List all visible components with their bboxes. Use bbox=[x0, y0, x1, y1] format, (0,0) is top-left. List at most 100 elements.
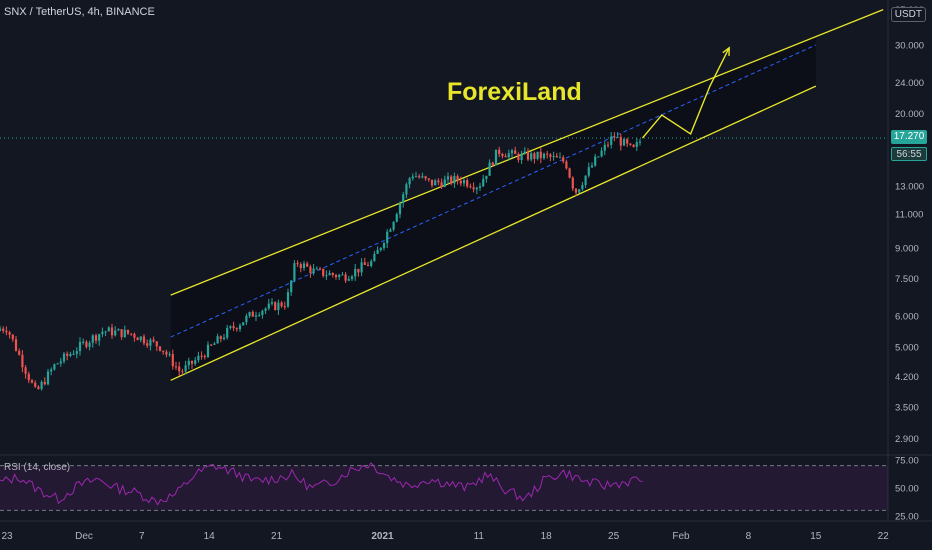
candle-body bbox=[424, 176, 427, 179]
candle-body bbox=[546, 153, 549, 155]
price-axis-label: 4.200 bbox=[895, 372, 919, 383]
candle-body bbox=[114, 330, 117, 336]
candle-body bbox=[549, 154, 552, 157]
candle-body bbox=[629, 143, 632, 145]
candle-body bbox=[571, 177, 574, 189]
time-axis-label: 8 bbox=[746, 531, 752, 542]
candle-body bbox=[344, 274, 347, 281]
candle-body bbox=[123, 329, 126, 338]
candle-body bbox=[504, 156, 507, 158]
candle-body bbox=[411, 176, 414, 179]
price-axis-label: 6.000 bbox=[895, 312, 919, 323]
candle-body bbox=[98, 334, 101, 341]
candle-body bbox=[168, 354, 171, 356]
candle-body bbox=[331, 273, 334, 276]
candle-body bbox=[229, 326, 232, 328]
candle-body bbox=[456, 176, 459, 181]
candle-body bbox=[555, 155, 558, 158]
candle-body bbox=[5, 330, 8, 333]
candle-body bbox=[558, 157, 562, 159]
candle-body bbox=[539, 151, 542, 159]
candle-body bbox=[158, 346, 162, 351]
candle-body bbox=[21, 354, 24, 368]
candle-body bbox=[440, 182, 443, 187]
candle-body bbox=[286, 292, 290, 307]
candle-body bbox=[242, 322, 245, 326]
price-axis-label: 11.000 bbox=[895, 210, 923, 221]
candle-body bbox=[27, 373, 30, 381]
candle-body bbox=[363, 262, 366, 265]
time-axis-label: 11 bbox=[474, 531, 485, 542]
candle-body bbox=[414, 176, 418, 178]
candle-body bbox=[126, 329, 130, 334]
candle-body bbox=[107, 327, 110, 332]
candle-body bbox=[34, 382, 37, 387]
time-axis-label: Feb bbox=[672, 531, 690, 542]
candle-body bbox=[501, 154, 504, 157]
candle-body bbox=[75, 351, 78, 354]
candle-body bbox=[162, 350, 165, 352]
candle-body bbox=[606, 144, 610, 146]
candle-body bbox=[578, 189, 581, 193]
candle-body bbox=[264, 308, 267, 311]
candle-body bbox=[325, 275, 328, 277]
candle-body bbox=[334, 275, 338, 278]
candle-body bbox=[597, 156, 600, 158]
candle-body bbox=[533, 153, 536, 159]
time-axis-label: 15 bbox=[810, 531, 822, 542]
candle-body bbox=[446, 176, 450, 180]
candle-body bbox=[56, 363, 59, 365]
candle-body bbox=[222, 337, 226, 339]
candle-body bbox=[110, 327, 114, 336]
candle-body bbox=[91, 335, 94, 343]
candle-body bbox=[267, 303, 270, 309]
candle-body bbox=[478, 186, 482, 188]
candle-body bbox=[78, 341, 82, 352]
candle-body bbox=[453, 176, 456, 184]
rsi-legend[interactable]: RSI (14, close) bbox=[4, 462, 71, 473]
candle-body bbox=[46, 371, 50, 385]
candle-body bbox=[270, 302, 274, 304]
candle-body bbox=[235, 328, 238, 330]
candle-body bbox=[94, 335, 98, 341]
time-axis-label: Dec bbox=[75, 531, 93, 542]
candle-body bbox=[507, 153, 510, 158]
rsi-axis-label: 50.00 bbox=[895, 484, 919, 495]
candle-body bbox=[584, 175, 587, 185]
candle-body bbox=[245, 315, 248, 323]
candle-body bbox=[165, 351, 168, 355]
candle-body bbox=[24, 367, 27, 374]
time-axis-label: 25 bbox=[608, 531, 620, 542]
time-axis-label: 22 bbox=[878, 531, 890, 542]
rsi-band-fill bbox=[0, 465, 888, 511]
candle-body bbox=[152, 339, 155, 342]
candle-body bbox=[462, 180, 466, 184]
candle-body bbox=[50, 369, 53, 372]
candle-body bbox=[475, 187, 478, 190]
candle-body bbox=[386, 231, 389, 244]
candle-body bbox=[206, 344, 210, 358]
candle-body bbox=[203, 356, 206, 358]
candle-body bbox=[542, 153, 546, 159]
candle-body bbox=[469, 186, 472, 188]
candle-body bbox=[232, 326, 235, 329]
candle-body bbox=[382, 243, 386, 248]
candle-body bbox=[149, 339, 152, 346]
candle-body bbox=[494, 149, 498, 166]
candle-body bbox=[69, 354, 72, 356]
currency-label[interactable]: USDT bbox=[890, 7, 926, 22]
candle-body bbox=[181, 371, 184, 373]
symbol-title[interactable]: SNX / TetherUS, 4h, BINANCE bbox=[4, 6, 155, 18]
candle-body bbox=[350, 276, 354, 279]
candle-body bbox=[610, 136, 613, 145]
candle-body bbox=[517, 154, 520, 161]
candle-body bbox=[248, 312, 251, 316]
candle-body bbox=[2, 328, 5, 331]
candle-body bbox=[210, 344, 213, 346]
candle-body bbox=[299, 264, 302, 269]
candle-body bbox=[370, 261, 373, 266]
candle-body bbox=[523, 151, 526, 154]
candle-body bbox=[421, 176, 424, 178]
candle-body bbox=[190, 360, 194, 364]
candle-body bbox=[59, 361, 62, 364]
